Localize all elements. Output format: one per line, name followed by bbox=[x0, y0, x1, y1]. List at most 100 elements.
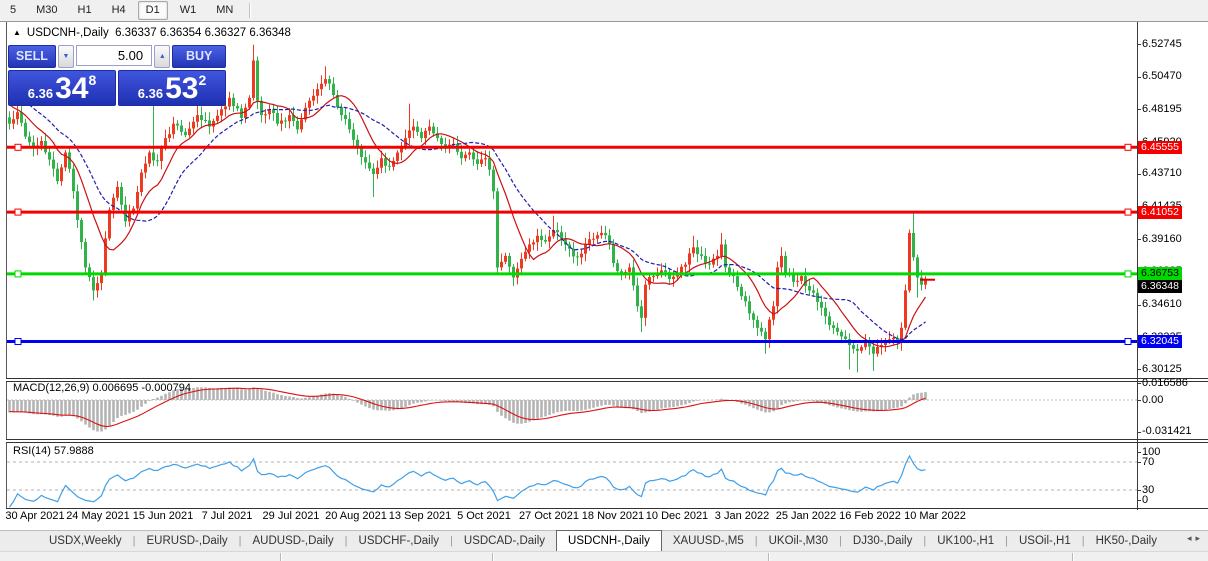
chart-tab-audusd-daily[interactable]: AUDUSD-,Daily bbox=[252, 535, 334, 547]
candle bbox=[792, 268, 795, 288]
candle bbox=[508, 252, 511, 275]
candle bbox=[572, 241, 575, 264]
candle bbox=[496, 187, 499, 273]
volume-input[interactable] bbox=[76, 45, 153, 66]
candle bbox=[228, 91, 231, 111]
candle bbox=[352, 123, 355, 149]
candle bbox=[852, 341, 855, 354]
chart-tab-usdx-weekly[interactable]: USDX,Weekly bbox=[49, 535, 122, 547]
hline-6.41052[interactable] bbox=[7, 208, 1137, 216]
candle bbox=[288, 108, 291, 129]
timeframe-button-M30[interactable]: M30 bbox=[36, 4, 58, 16]
date-label: 7 Jul 2021 bbox=[201, 510, 253, 522]
buy-button[interactable]: BUY bbox=[172, 45, 226, 68]
status-separator bbox=[768, 553, 770, 561]
candle bbox=[8, 111, 11, 130]
candle bbox=[116, 181, 119, 202]
candle bbox=[416, 121, 419, 136]
candle bbox=[716, 249, 719, 266]
chart-header: ▲ USDCNH-,Daily 6.36337 6.36354 6.36327 6… bbox=[13, 27, 291, 39]
date-label: 10 Mar 2022 bbox=[904, 510, 966, 522]
tab-scroll-left-icon[interactable]: ◂ bbox=[1186, 533, 1196, 543]
candle bbox=[136, 186, 139, 212]
buy-price-sup: 2 bbox=[198, 72, 207, 88]
tab-scroll-right-icon[interactable]: ▸ bbox=[1195, 533, 1204, 543]
tab-scroll-arrows[interactable]: ◂▸ bbox=[1187, 533, 1204, 544]
candle bbox=[720, 232, 723, 260]
candle bbox=[912, 212, 915, 261]
sell-price-prefix: 6.36 bbox=[27, 86, 54, 101]
candle bbox=[152, 100, 155, 167]
candle bbox=[348, 112, 351, 134]
candle bbox=[224, 103, 227, 117]
candle bbox=[548, 229, 551, 249]
panel-divider[interactable] bbox=[6, 439, 1208, 443]
macd-signal-line bbox=[9, 387, 926, 427]
candle bbox=[504, 252, 507, 265]
tab-separator: | bbox=[1081, 535, 1085, 547]
sell-price-display[interactable]: 6.36 34 8 bbox=[8, 70, 116, 106]
sell-button[interactable]: SELL bbox=[8, 45, 56, 68]
candle bbox=[392, 157, 395, 171]
candle bbox=[772, 301, 775, 326]
timeframe-button-H1[interactable]: H1 bbox=[77, 4, 92, 16]
hline-6.32045[interactable] bbox=[7, 338, 1137, 345]
date-label: 15 Jun 2021 bbox=[132, 510, 194, 522]
candle bbox=[396, 150, 399, 165]
price-tick-label: 6.43710 bbox=[1142, 167, 1182, 179]
price-tick-label: 6.34610 bbox=[1142, 298, 1182, 310]
candle bbox=[564, 232, 567, 251]
buy-price-display[interactable]: 6.36 53 2 bbox=[118, 70, 226, 106]
price-line-badge: 6.36753 bbox=[1138, 267, 1182, 280]
chart-tab-hk50-daily[interactable]: HK50-,Daily bbox=[1095, 535, 1157, 547]
date-label: 10 Dec 2021 bbox=[645, 510, 709, 522]
candle bbox=[268, 104, 271, 120]
candle bbox=[204, 112, 207, 124]
chart-tab-usdcad-daily[interactable]: USDCAD-,Daily bbox=[463, 535, 546, 547]
price-tick-label: 6.39160 bbox=[1142, 233, 1182, 245]
candle bbox=[608, 228, 611, 250]
panel-divider[interactable] bbox=[6, 378, 1208, 382]
axis-tick bbox=[1137, 174, 1141, 175]
axis-tick bbox=[1137, 432, 1141, 433]
timeframe-button-MN[interactable]: MN bbox=[216, 4, 234, 16]
timeframe-button-D1[interactable]: D1 bbox=[137, 1, 168, 20]
collapse-triangle-icon[interactable]: ▲ bbox=[13, 28, 21, 37]
macd-axis-label: 0.016586 bbox=[1142, 377, 1188, 389]
candle bbox=[708, 256, 711, 270]
buy-price-prefix: 6.36 bbox=[137, 86, 164, 101]
price-tick-label: 6.52745 bbox=[1142, 38, 1182, 50]
candle bbox=[780, 247, 783, 274]
rsi-title: RSI(14) 57.9888 bbox=[13, 445, 94, 457]
timeframe-button-H4[interactable]: H4 bbox=[111, 4, 126, 16]
chart-window: ▲ USDCNH-,Daily 6.36337 6.36354 6.36327 6… bbox=[0, 22, 1208, 561]
volume-decrease-button[interactable]: ▼ bbox=[57, 45, 75, 68]
chart-tab-usdchf-daily[interactable]: USDCHF-,Daily bbox=[358, 535, 440, 547]
tab-separator: | bbox=[238, 535, 242, 547]
chart-tab-dj30-daily[interactable]: DJ30-,Daily bbox=[852, 535, 913, 547]
timeframe-button-5[interactable]: 5 bbox=[10, 4, 17, 16]
candle bbox=[256, 56, 259, 109]
chart-tab-eurusd-daily[interactable]: EURUSD-,Daily bbox=[146, 535, 228, 547]
candle bbox=[540, 229, 543, 247]
chart-tab-usoil-h1[interactable]: USOil-,H1 bbox=[1018, 535, 1071, 547]
hline-6.36753[interactable] bbox=[7, 270, 1137, 278]
hline-6.45555[interactable] bbox=[7, 143, 1137, 151]
volume-increase-button[interactable]: ▲ bbox=[154, 45, 171, 68]
chart-tab-xauusd-m5[interactable]: XAUUSD-,M5 bbox=[672, 535, 744, 547]
date-label: 3 Jan 2022 bbox=[714, 510, 770, 522]
chart-tab-uk100-h1[interactable]: UK100-,H1 bbox=[937, 535, 995, 547]
chart-tab-ukoil-m30[interactable]: UKOil-,M30 bbox=[768, 535, 829, 547]
ma-line-10 bbox=[9, 95, 927, 348]
candle bbox=[68, 147, 71, 173]
candle bbox=[444, 137, 447, 153]
candle bbox=[536, 228, 539, 251]
candle bbox=[704, 248, 707, 269]
candle bbox=[740, 283, 743, 300]
candle bbox=[776, 261, 779, 314]
candle bbox=[304, 102, 307, 123]
chart-tab-usdcnh-daily[interactable]: USDCNH-,Daily bbox=[556, 530, 662, 551]
price-tick-label: 6.50470 bbox=[1142, 70, 1182, 82]
candle bbox=[528, 238, 531, 259]
timeframe-button-W1[interactable]: W1 bbox=[179, 4, 197, 16]
